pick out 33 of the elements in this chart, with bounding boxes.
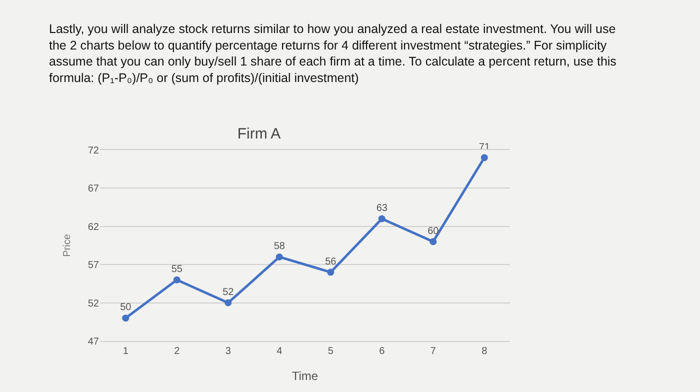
point	[378, 215, 386, 222]
data-label: 58	[274, 241, 286, 252]
y-tick-label: 52	[88, 298, 100, 310]
x-tick-label: 4	[276, 346, 283, 357]
x-axis-title: Time	[292, 368, 318, 383]
y-tick-label: 47	[88, 336, 100, 348]
point	[430, 238, 437, 246]
data-label: 60	[428, 226, 440, 237]
x-tick-label: 7	[430, 346, 436, 357]
y-tick-label: 67	[88, 184, 100, 195]
y-tick-label: 72	[88, 146, 100, 156]
point	[327, 268, 334, 276]
data-label: 50	[120, 302, 132, 314]
data-label: 56	[325, 256, 337, 268]
x-tick-label: 2	[174, 346, 180, 357]
chart-title: Firm A	[237, 126, 281, 143]
y-tick-label: 57	[88, 260, 100, 272]
data-label: 55	[171, 264, 183, 276]
point	[122, 314, 130, 322]
point	[173, 276, 180, 284]
x-tick-label: 5	[328, 346, 334, 357]
x-tick-label: 8	[482, 346, 488, 357]
data-label: 63	[376, 202, 388, 214]
point	[224, 299, 232, 306]
chart-subtitle: Lastly, you will analyze stock returns similar to how you analyzed a real estate investment. You will use the 2 charts below to quantify percentage returns for 4 different investment “strategies.” For simplicity assume that you can only buy/sell 1 share of each firm at a time. To calculate a percent return, use this formula: (P₁-P₀)/P₀ or (sum of profits)/(initial investment)	[49, 22, 616, 85]
point	[480, 154, 488, 162]
point	[276, 253, 283, 260]
x-tick-label: 6	[379, 346, 386, 357]
y-tick-label: 62	[88, 222, 100, 233]
x-tick-label: 3	[225, 346, 232, 357]
data-label: 52	[222, 286, 234, 298]
x-tick-label: 1	[122, 346, 129, 357]
y-axis-title: Price	[62, 234, 73, 257]
